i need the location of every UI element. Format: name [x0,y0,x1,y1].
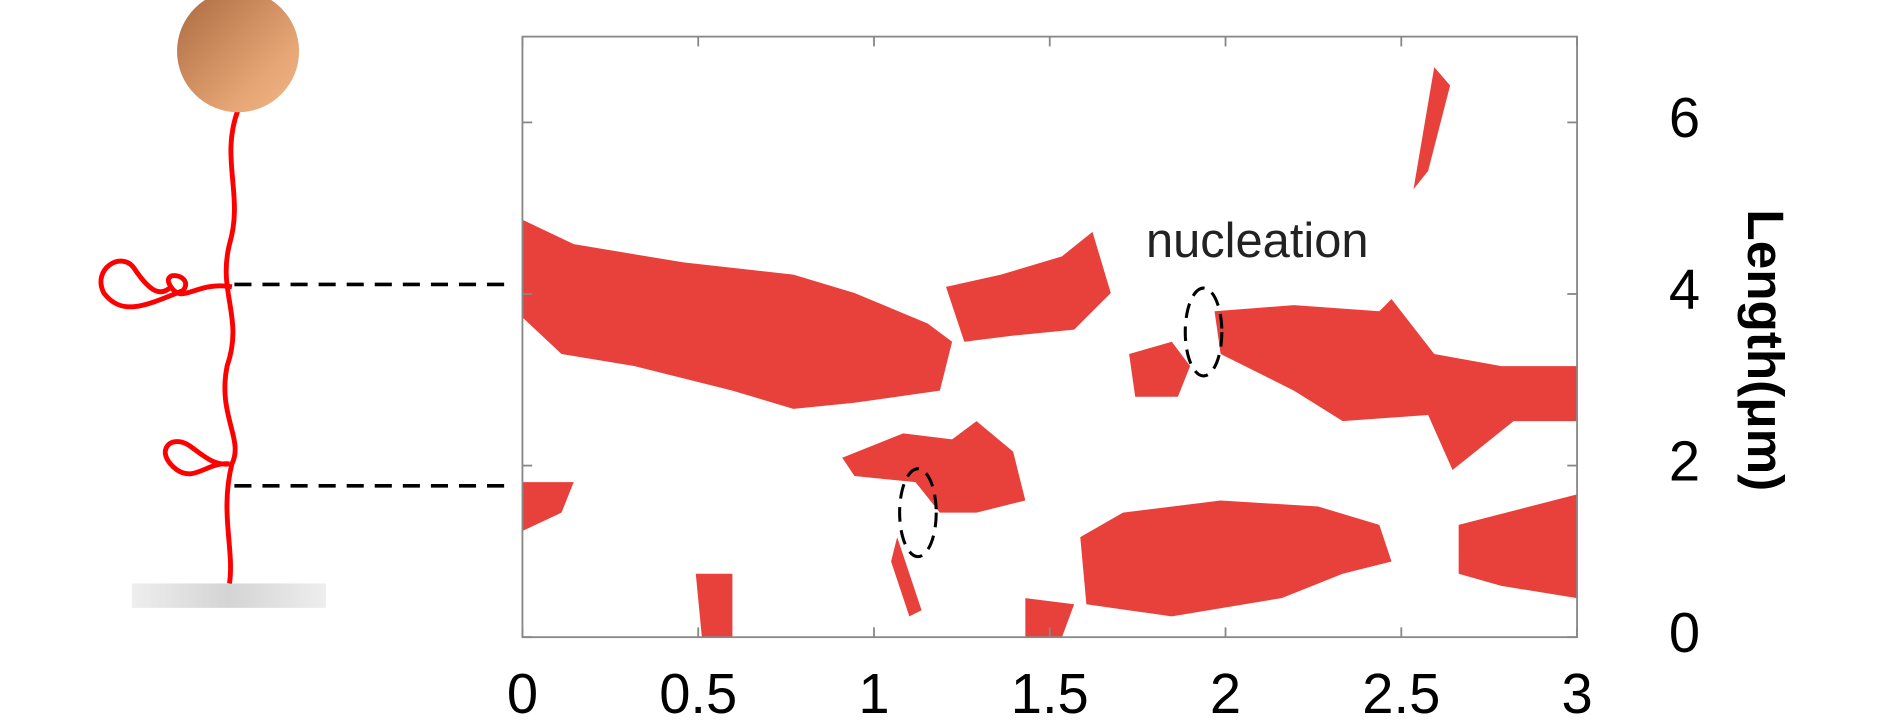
tether-diagram [98,0,513,608]
signal-region [1458,494,1578,599]
nucleation-marker [1183,286,1224,378]
x-tick-label: 1.5 [1011,662,1089,725]
signal-region [522,219,953,409]
nucleation-marker [898,467,938,559]
x-tick-label: 3 [1561,662,1592,725]
y-tick-label: 6 [1669,86,1700,149]
x-tick-label: 1 [858,662,889,725]
surface [131,583,326,608]
signal-region [695,573,733,638]
x-tick-label: 2 [1210,662,1241,725]
y-tick-label: 0 [1669,601,1700,664]
x-tick-label: 2.5 [1362,662,1440,725]
x-tick-label: 0.5 [659,662,737,725]
x-tick-label: 0 [507,662,538,725]
annotation: nucleation [1146,214,1369,268]
kymograph-signal [522,67,1578,638]
loop [98,258,233,310]
loop [162,439,230,477]
signal-region [946,231,1111,342]
y-tick-label: 4 [1669,258,1700,321]
signal-region [1025,598,1075,638]
signal-region [1080,500,1392,617]
y-tick-label: 2 [1669,429,1700,492]
signal-region [1129,341,1191,397]
signal-region [522,482,574,531]
signal-region [891,537,922,617]
signal-region [1214,299,1578,470]
y-axis-label: Length(μm) [1737,209,1794,491]
signal-region [842,421,1026,513]
dna-strand [222,109,241,584]
bead [177,0,300,113]
signal-region [1413,67,1451,190]
